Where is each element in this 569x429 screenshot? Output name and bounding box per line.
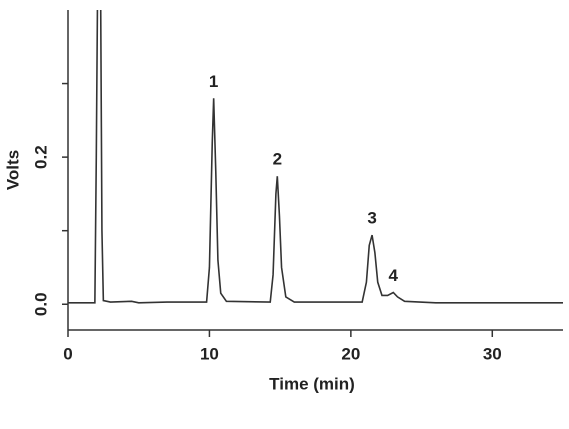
y-tick-label: 0.0 (31, 292, 50, 316)
y-axis-title: Volts (3, 150, 22, 190)
y-tick-label: 0.2 (31, 145, 50, 169)
signal-line (68, 10, 563, 304)
x-tick-label: 0 (63, 344, 72, 363)
peak-label: 1 (209, 72, 218, 91)
x-tick-label: 30 (483, 344, 502, 363)
x-tick-label: 10 (200, 344, 219, 363)
peak-label: 4 (389, 266, 399, 285)
peak-label: 2 (273, 150, 282, 169)
peak-label: 3 (367, 209, 376, 228)
x-tick-label: 20 (341, 344, 360, 363)
x-axis-title: Time (min) (269, 374, 355, 393)
